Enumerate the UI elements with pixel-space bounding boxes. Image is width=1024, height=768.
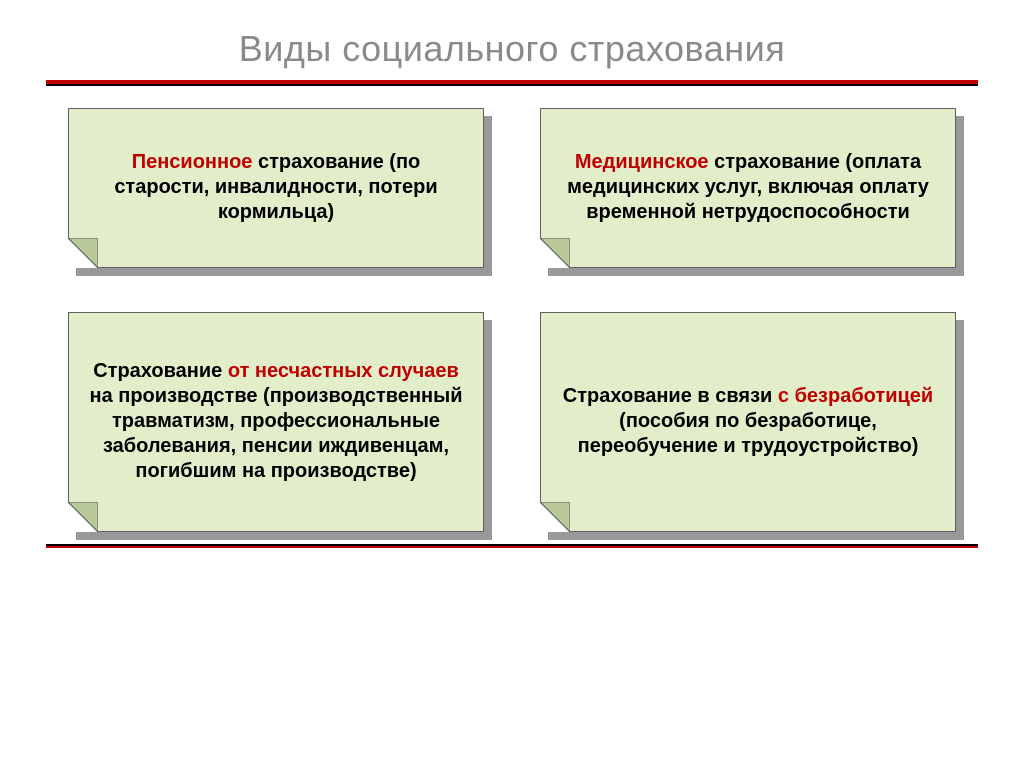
fold-corner xyxy=(540,238,570,268)
note-rest: на производстве (производственный травма… xyxy=(90,385,463,482)
note-highlight: от несчастных случаев xyxy=(228,360,459,382)
note-highlight: Медицинское xyxy=(575,151,709,173)
fold-corner xyxy=(540,502,570,532)
slide: Виды социального страхования Пенсионное … xyxy=(0,0,1024,768)
note-highlight: с безработицей xyxy=(778,385,933,407)
note-text: Медицинское страхование (оплата медицинс… xyxy=(561,150,935,225)
note-highlight: Пенсионное xyxy=(132,151,253,173)
note-body: Пенсионное страхование (по старости, инв… xyxy=(68,108,484,268)
note-body: Страхование от несчастных случаев на про… xyxy=(68,312,484,532)
note-rest: (пособия по безработице, переобучение и … xyxy=(578,410,919,457)
fold-corner xyxy=(68,502,98,532)
note-body: Страхование в связи с безработицей (посо… xyxy=(540,312,956,532)
divider-bottom xyxy=(46,544,978,548)
note-pre: Страхование xyxy=(93,360,228,382)
note-body: Медицинское страхование (оплата медицинс… xyxy=(540,108,956,268)
note-medical: Медицинское страхование (оплата медицинс… xyxy=(540,108,956,268)
note-pension: Пенсионное страхование (по старости, инв… xyxy=(68,108,484,268)
note-text: Страхование в связи с безработицей (посо… xyxy=(561,384,935,459)
note-text: Пенсионное страхование (по старости, инв… xyxy=(89,150,463,225)
note-text: Страхование от несчастных случаев на про… xyxy=(89,359,463,484)
divider-top xyxy=(46,80,978,86)
fold-corner xyxy=(68,238,98,268)
note-pre: Страхование в связи xyxy=(563,385,778,407)
slide-title: Виды социального страхования xyxy=(46,28,978,70)
notes-grid: Пенсионное страхование (по старости, инв… xyxy=(46,108,978,532)
note-accidents: Страхование от несчастных случаев на про… xyxy=(68,312,484,532)
note-unemployment: Страхование в связи с безработицей (посо… xyxy=(540,312,956,532)
